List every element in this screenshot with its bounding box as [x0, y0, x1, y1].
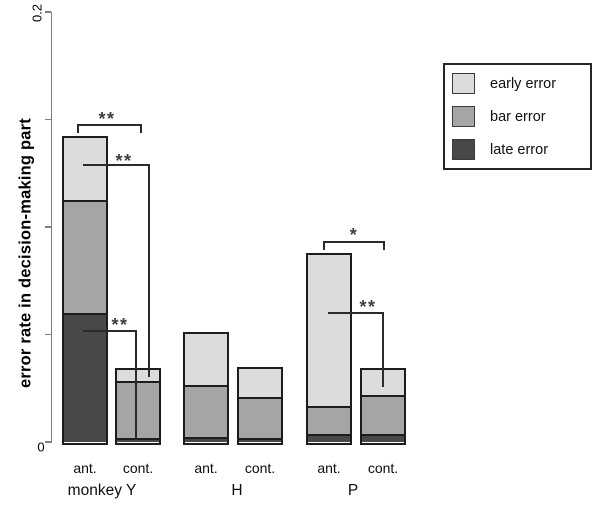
segment-early-error — [185, 334, 227, 386]
segment-bar-error — [64, 199, 106, 313]
significance-stars: ** — [115, 151, 133, 171]
segment-late-error — [362, 434, 404, 442]
legend-swatch-bar-error — [452, 106, 475, 127]
bar-P-cont — [360, 367, 406, 445]
legend-swatch-late-error — [452, 139, 475, 160]
x-label-ant: ant. — [73, 460, 97, 476]
bar-H-cont — [237, 367, 283, 445]
significance-line-elbow — [83, 164, 150, 166]
y-axis-title: error rate in decision-making part — [16, 118, 35, 388]
legend-label-early-error: early error — [490, 75, 557, 92]
segment-bar-error — [239, 397, 281, 439]
y-tick-label-min: 0 — [37, 439, 45, 455]
x-label-ant: ant. — [194, 460, 218, 476]
significance-stars: * — [349, 225, 359, 245]
significance-line-bracket — [323, 240, 385, 243]
x-label-ant: ant. — [317, 460, 341, 476]
significance-line-elbow — [83, 330, 137, 332]
y-tick-label-max: 0.2 — [29, 3, 45, 23]
x-label-cont: cont. — [367, 460, 399, 476]
legend-label-late-error: late error — [490, 141, 549, 158]
segment-early-error — [308, 254, 350, 406]
significance-bracket-tick — [323, 240, 325, 250]
significance-bracket-tick — [77, 124, 79, 133]
legend-swatch-early-error — [452, 73, 475, 94]
segment-bar-error — [117, 380, 159, 438]
segment-late-error — [308, 434, 350, 442]
segment-bar-error — [362, 394, 404, 435]
significance-bracket-tick — [383, 240, 385, 250]
segment-early-error — [64, 137, 106, 200]
significance-stars: ** — [111, 315, 129, 335]
group-label-H: H — [231, 482, 243, 499]
y-axis-line — [50, 12, 53, 443]
y-axis-tick — [45, 441, 51, 443]
segment-early-error — [239, 369, 281, 398]
x-label-cont: cont. — [122, 460, 154, 476]
group-label-monkey-Y: monkey Y — [67, 482, 137, 499]
bar-monkey-Y-cont — [115, 367, 161, 445]
significance-line-drop — [382, 312, 384, 387]
significance-stars: ** — [359, 297, 377, 317]
segment-early-error — [117, 369, 159, 381]
segment-bar-error — [185, 385, 227, 437]
legend-label-bar-error: bar error — [490, 108, 546, 125]
y-axis-tick — [45, 333, 51, 336]
segment-late-error — [239, 438, 281, 442]
bar-P-ant — [306, 252, 352, 445]
significance-line-drop — [148, 164, 150, 377]
significance-line-bracket — [77, 124, 142, 126]
legend-item-late-error: late error — [452, 139, 590, 160]
legend-box: early error bar error late error — [443, 63, 592, 170]
y-axis-tick — [45, 118, 51, 121]
segment-late-error — [64, 312, 106, 442]
segment-late-error — [185, 436, 227, 442]
x-label-cont: cont. — [244, 460, 276, 476]
significance-bracket-tick — [140, 124, 142, 133]
significance-stars: ** — [98, 109, 116, 129]
y-axis-tick — [45, 226, 51, 228]
significance-line-elbow — [328, 312, 384, 314]
bar-H-ant — [183, 332, 229, 445]
segment-bar-error — [308, 405, 350, 435]
legend-item-early-error: early error — [452, 73, 590, 94]
significance-line-drop — [134, 330, 137, 440]
y-axis-tick — [45, 11, 51, 13]
group-label-P: P — [347, 482, 359, 499]
legend-item-bar-error: bar error — [452, 106, 590, 127]
bar-monkey-Y-ant — [62, 135, 108, 445]
segment-late-error — [117, 437, 159, 442]
